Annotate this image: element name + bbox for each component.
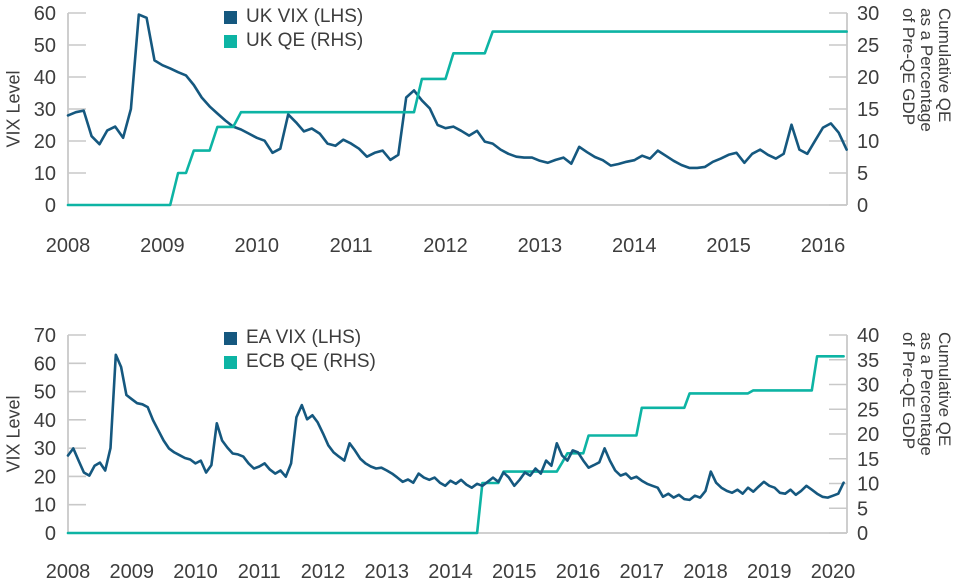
right-axis-tick-label: 0: [857, 195, 868, 217]
ea-vix-legend-label: EA VIX (LHS): [246, 327, 362, 348]
x-axis-tick-label: 2010: [173, 561, 218, 583]
x-axis-tick-label: 2015: [706, 235, 751, 257]
x-axis-tick-label: 2012: [301, 561, 346, 583]
bottom-left-axis-title: VIX Level: [3, 395, 24, 473]
left-axis-tick-label: 30: [34, 99, 56, 121]
x-axis-tick-label: 2011: [238, 561, 281, 583]
right-axis-title-line: Cumulative QE: [935, 332, 954, 447]
right-axis-tick-label: 40: [857, 325, 879, 347]
left-axis-tick-label: 0: [45, 523, 56, 545]
vix-line: [66, 353, 845, 502]
x-axis-tick-label: 2015: [492, 561, 537, 583]
left-axis-tick-label: 50: [34, 35, 56, 57]
right-axis-tick-label: 30: [857, 375, 879, 397]
right-axis-title-line: of Pre-QE GDP: [899, 332, 918, 450]
top-right-axis-title: Cumulative QE as a Percentage of Pre-QE …: [899, 8, 954, 258]
qe-line: [66, 354, 845, 535]
right-axis-tick-label: 10: [857, 131, 879, 153]
x-axis-tick-label: 2009: [110, 561, 155, 583]
right-axis-tick-label: 30: [857, 3, 879, 25]
right-axis-tick-label: 0: [857, 523, 868, 545]
uk-vix-swatch-icon: [224, 10, 237, 24]
left-axis-tick-label: 10: [34, 163, 56, 185]
left-axis-tick-label: 60: [34, 3, 56, 25]
left-axis-tick-label: 40: [34, 67, 56, 89]
x-axis-tick-label: 2013: [365, 561, 410, 583]
legend-row: UK QE (RHS): [224, 29, 363, 53]
left-axis-tick-label: 30: [34, 438, 56, 460]
x-axis-tick-label: 2020: [811, 561, 856, 583]
left-axis-tick-label: 70: [34, 325, 56, 347]
x-axis-tick-label: 2014: [612, 235, 657, 257]
uk-vix-legend-label: UK VIX (LHS): [246, 6, 364, 27]
legend-top-chart: UK VIX (LHS) UK QE (RHS): [224, 5, 363, 53]
left-axis-tick-label: 60: [34, 353, 56, 375]
x-axis-tick-label: 2009: [140, 235, 185, 257]
legend-row: ECB QE (RHS): [224, 350, 376, 374]
left-axis-tick-label: 10: [34, 495, 56, 517]
x-axis-tick-label: 2011: [330, 235, 373, 257]
left-axis-tick-label: 20: [34, 131, 56, 153]
x-axis-tick-label: 2016: [556, 561, 601, 583]
x-axis-tick-label: 2019: [747, 561, 792, 583]
right-axis-tick-label: 5: [857, 498, 868, 520]
left-axis-tick-label: 0: [45, 195, 56, 217]
x-axis-tick-label: 2017: [620, 561, 665, 583]
right-axis-tick-label: 5: [857, 163, 868, 185]
x-axis-tick-label: 2012: [423, 235, 468, 257]
right-axis-title-line: as a Percentage: [917, 332, 936, 456]
x-axis-tick-label: 2010: [235, 235, 280, 257]
legend-bottom-chart: EA VIX (LHS) ECB QE (RHS): [224, 326, 376, 374]
top-left-axis-title: VIX Level: [3, 70, 24, 148]
x-axis-tick-label: 2008: [46, 235, 91, 257]
left-axis-tick-label: 50: [34, 382, 56, 404]
vix-line: [66, 13, 848, 170]
right-axis-tick-label: 15: [857, 449, 879, 471]
qe-line: [66, 30, 848, 207]
uk-qe-legend-label: UK QE (RHS): [246, 30, 364, 51]
uk-qe-swatch-icon: [224, 34, 237, 48]
legend-row: UK VIX (LHS): [224, 5, 363, 29]
ecb-qe-swatch-icon: [224, 355, 237, 369]
right-axis-tick-label: 20: [857, 424, 879, 446]
right-axis-tick-label: 15: [857, 99, 879, 121]
x-axis-tick-label: 2013: [518, 235, 563, 257]
right-axis-title-line: as a Percentage: [917, 8, 936, 132]
left-axis-tick-label: 40: [34, 410, 56, 432]
right-axis-tick-label: 20: [857, 67, 879, 89]
x-axis-tick-label: 2018: [683, 561, 728, 583]
legend-row: EA VIX (LHS): [224, 326, 376, 350]
x-axis-tick-label: 2016: [801, 235, 846, 257]
right-axis-title-line: Cumulative QE: [935, 8, 954, 123]
x-axis-tick-label: 2008: [46, 561, 91, 583]
right-axis-tick-label: 25: [857, 399, 879, 421]
right-axis-tick-label: 25: [857, 35, 879, 57]
bottom-right-axis-title: Cumulative QE as a Percentage of Pre-QE …: [899, 332, 954, 582]
right-axis-tick-label: 10: [857, 474, 879, 496]
ea-vix-swatch-icon: [224, 331, 237, 345]
ecb-qe-legend-label: ECB QE (RHS): [246, 351, 376, 372]
right-axis-tick-label: 35: [857, 350, 879, 372]
x-axis-tick-label: 2014: [428, 561, 473, 583]
right-axis-title-line: of Pre-QE GDP: [899, 8, 918, 126]
left-axis-tick-label: 20: [34, 466, 56, 488]
